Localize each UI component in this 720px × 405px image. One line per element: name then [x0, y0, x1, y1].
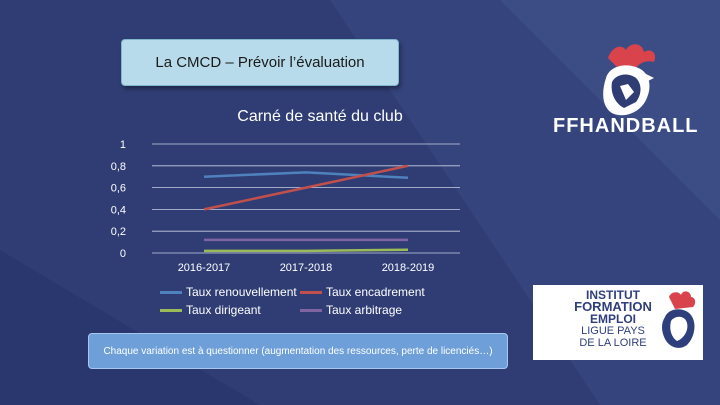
ffhandball-rooster-logo [603, 44, 656, 116]
legend-swatch [160, 308, 182, 312]
ife-line: INSTITUT [586, 288, 640, 302]
note-box: Chaque variation est à questionner (augm… [88, 333, 508, 369]
legend-label: Taux encadrement [326, 285, 425, 299]
chart-legend: Taux renouvellement Taux encadrement Taux … [160, 285, 460, 325]
legend-item: Taux dirigeant [160, 303, 261, 317]
slide-title-box: La CMCD – Prévoir l’évaluation [121, 39, 399, 86]
y-tick-label: 1 [120, 139, 126, 151]
legend-item: Taux arbitrage [300, 303, 402, 317]
y-tick-label: 0,6 [111, 183, 126, 195]
ife-line: EMPLOI [589, 312, 636, 326]
ife-logo: INSTITUT FORMATION EMPLOI LIGUE PAYS DE … [533, 285, 703, 360]
legend-label: Taux renouvellement [186, 285, 297, 299]
legend-swatch [160, 290, 182, 294]
y-tick-label: 0,8 [111, 161, 126, 173]
ife-rooster-icon [662, 291, 696, 348]
y-tick-label: 0 [120, 248, 126, 260]
y-tick-label: 0,4 [111, 204, 126, 216]
ife-line: DE LA LOIRE [579, 337, 647, 349]
x-tick-label: 2016-2017 [178, 262, 231, 274]
y-tick-label: 0,2 [111, 226, 126, 238]
x-tick-label: 2018-2019 [382, 262, 435, 274]
legend-swatch [300, 308, 322, 312]
ife-logo-text: INSTITUT FORMATION EMPLOI LIGUE PAYS DE … [567, 289, 659, 349]
legend-item: Taux renouvellement [160, 285, 297, 299]
note-text: Chaque variation est à questionner (augm… [103, 345, 493, 357]
ife-line: FORMATION [574, 299, 652, 314]
legend-item: Taux encadrement [300, 285, 425, 299]
series-line-taux-encadrement [203, 164, 409, 211]
ffhandball-wordmark: FFHANDBALL [553, 115, 699, 137]
legend-label: Taux dirigeant [186, 303, 261, 317]
ife-line: LIGUE PAYS [581, 325, 645, 337]
legend-swatch [300, 290, 322, 294]
chart-title: Carné de santé du club [237, 108, 403, 125]
x-tick-label: 2017-2018 [280, 262, 333, 274]
line-chart: 0 0,2 0,4 0,6 0,8 1 2016-2017 2017-2018 2018-201… [111, 139, 460, 274]
series-line-taux-renouvellement [203, 171, 409, 180]
legend-label: Taux arbitrage [326, 303, 403, 317]
series-line-taux-dirigeant [204, 248, 409, 253]
slide-title: La CMCD – Prévoir l’évaluation [155, 54, 365, 71]
